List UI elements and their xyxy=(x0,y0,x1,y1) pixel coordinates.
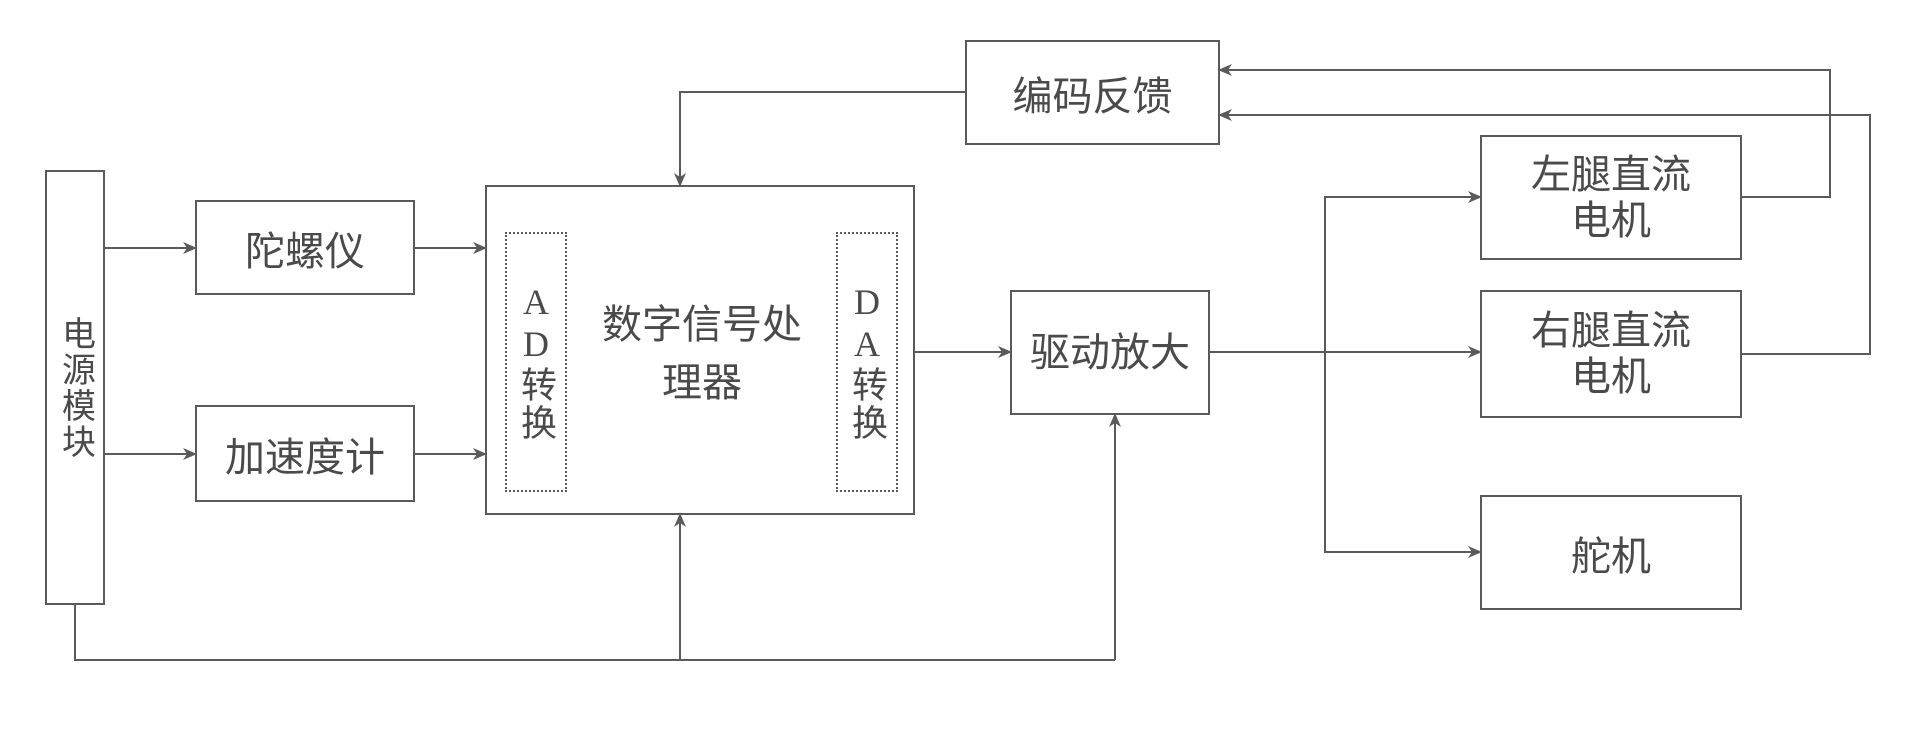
node-accel-label: 加速度计 xyxy=(225,425,385,483)
node-servo-label: 舵机 xyxy=(1571,524,1651,582)
node-left-motor-label: 左腿直流电机 xyxy=(1526,152,1696,244)
node-feedback-label: 编码反馈 xyxy=(1013,64,1173,122)
node-ad-label: AD转换 xyxy=(510,282,562,442)
edge-drive-left xyxy=(1210,197,1480,352)
edge-feedback-dsp xyxy=(680,92,965,185)
node-dsp-label: 数字信号处理器 xyxy=(602,292,802,408)
node-dsp: AD转换 数字信号处理器 DA转换 xyxy=(485,185,915,515)
node-feedback: 编码反馈 xyxy=(965,40,1220,145)
node-drive-label: 驱动放大 xyxy=(1030,330,1190,376)
node-gyro: 陀螺仪 xyxy=(195,200,415,295)
node-power-label: 电源模块 xyxy=(51,316,100,460)
node-ad: AD转换 xyxy=(505,232,567,492)
node-accel: 加速度计 xyxy=(195,405,415,502)
node-power: 电源模块 xyxy=(45,170,105,605)
node-servo: 舵机 xyxy=(1480,495,1742,610)
node-right-motor-label: 右腿直流电机 xyxy=(1526,308,1696,400)
node-right-motor: 右腿直流电机 xyxy=(1480,290,1742,418)
node-left-motor: 左腿直流电机 xyxy=(1480,135,1742,260)
node-drive: 驱动放大 xyxy=(1010,290,1210,415)
node-da: DA转换 xyxy=(836,232,898,492)
node-gyro-label: 陀螺仪 xyxy=(245,219,365,277)
edge-drive-servo xyxy=(1325,352,1480,552)
diagram-canvas: 电源模块 陀螺仪 加速度计 AD转换 数字信号处理器 DA转换 驱动放大 编码反… xyxy=(0,0,1916,754)
edge-power-bottom-rail xyxy=(75,605,1115,660)
node-da-label: DA转换 xyxy=(841,282,893,442)
